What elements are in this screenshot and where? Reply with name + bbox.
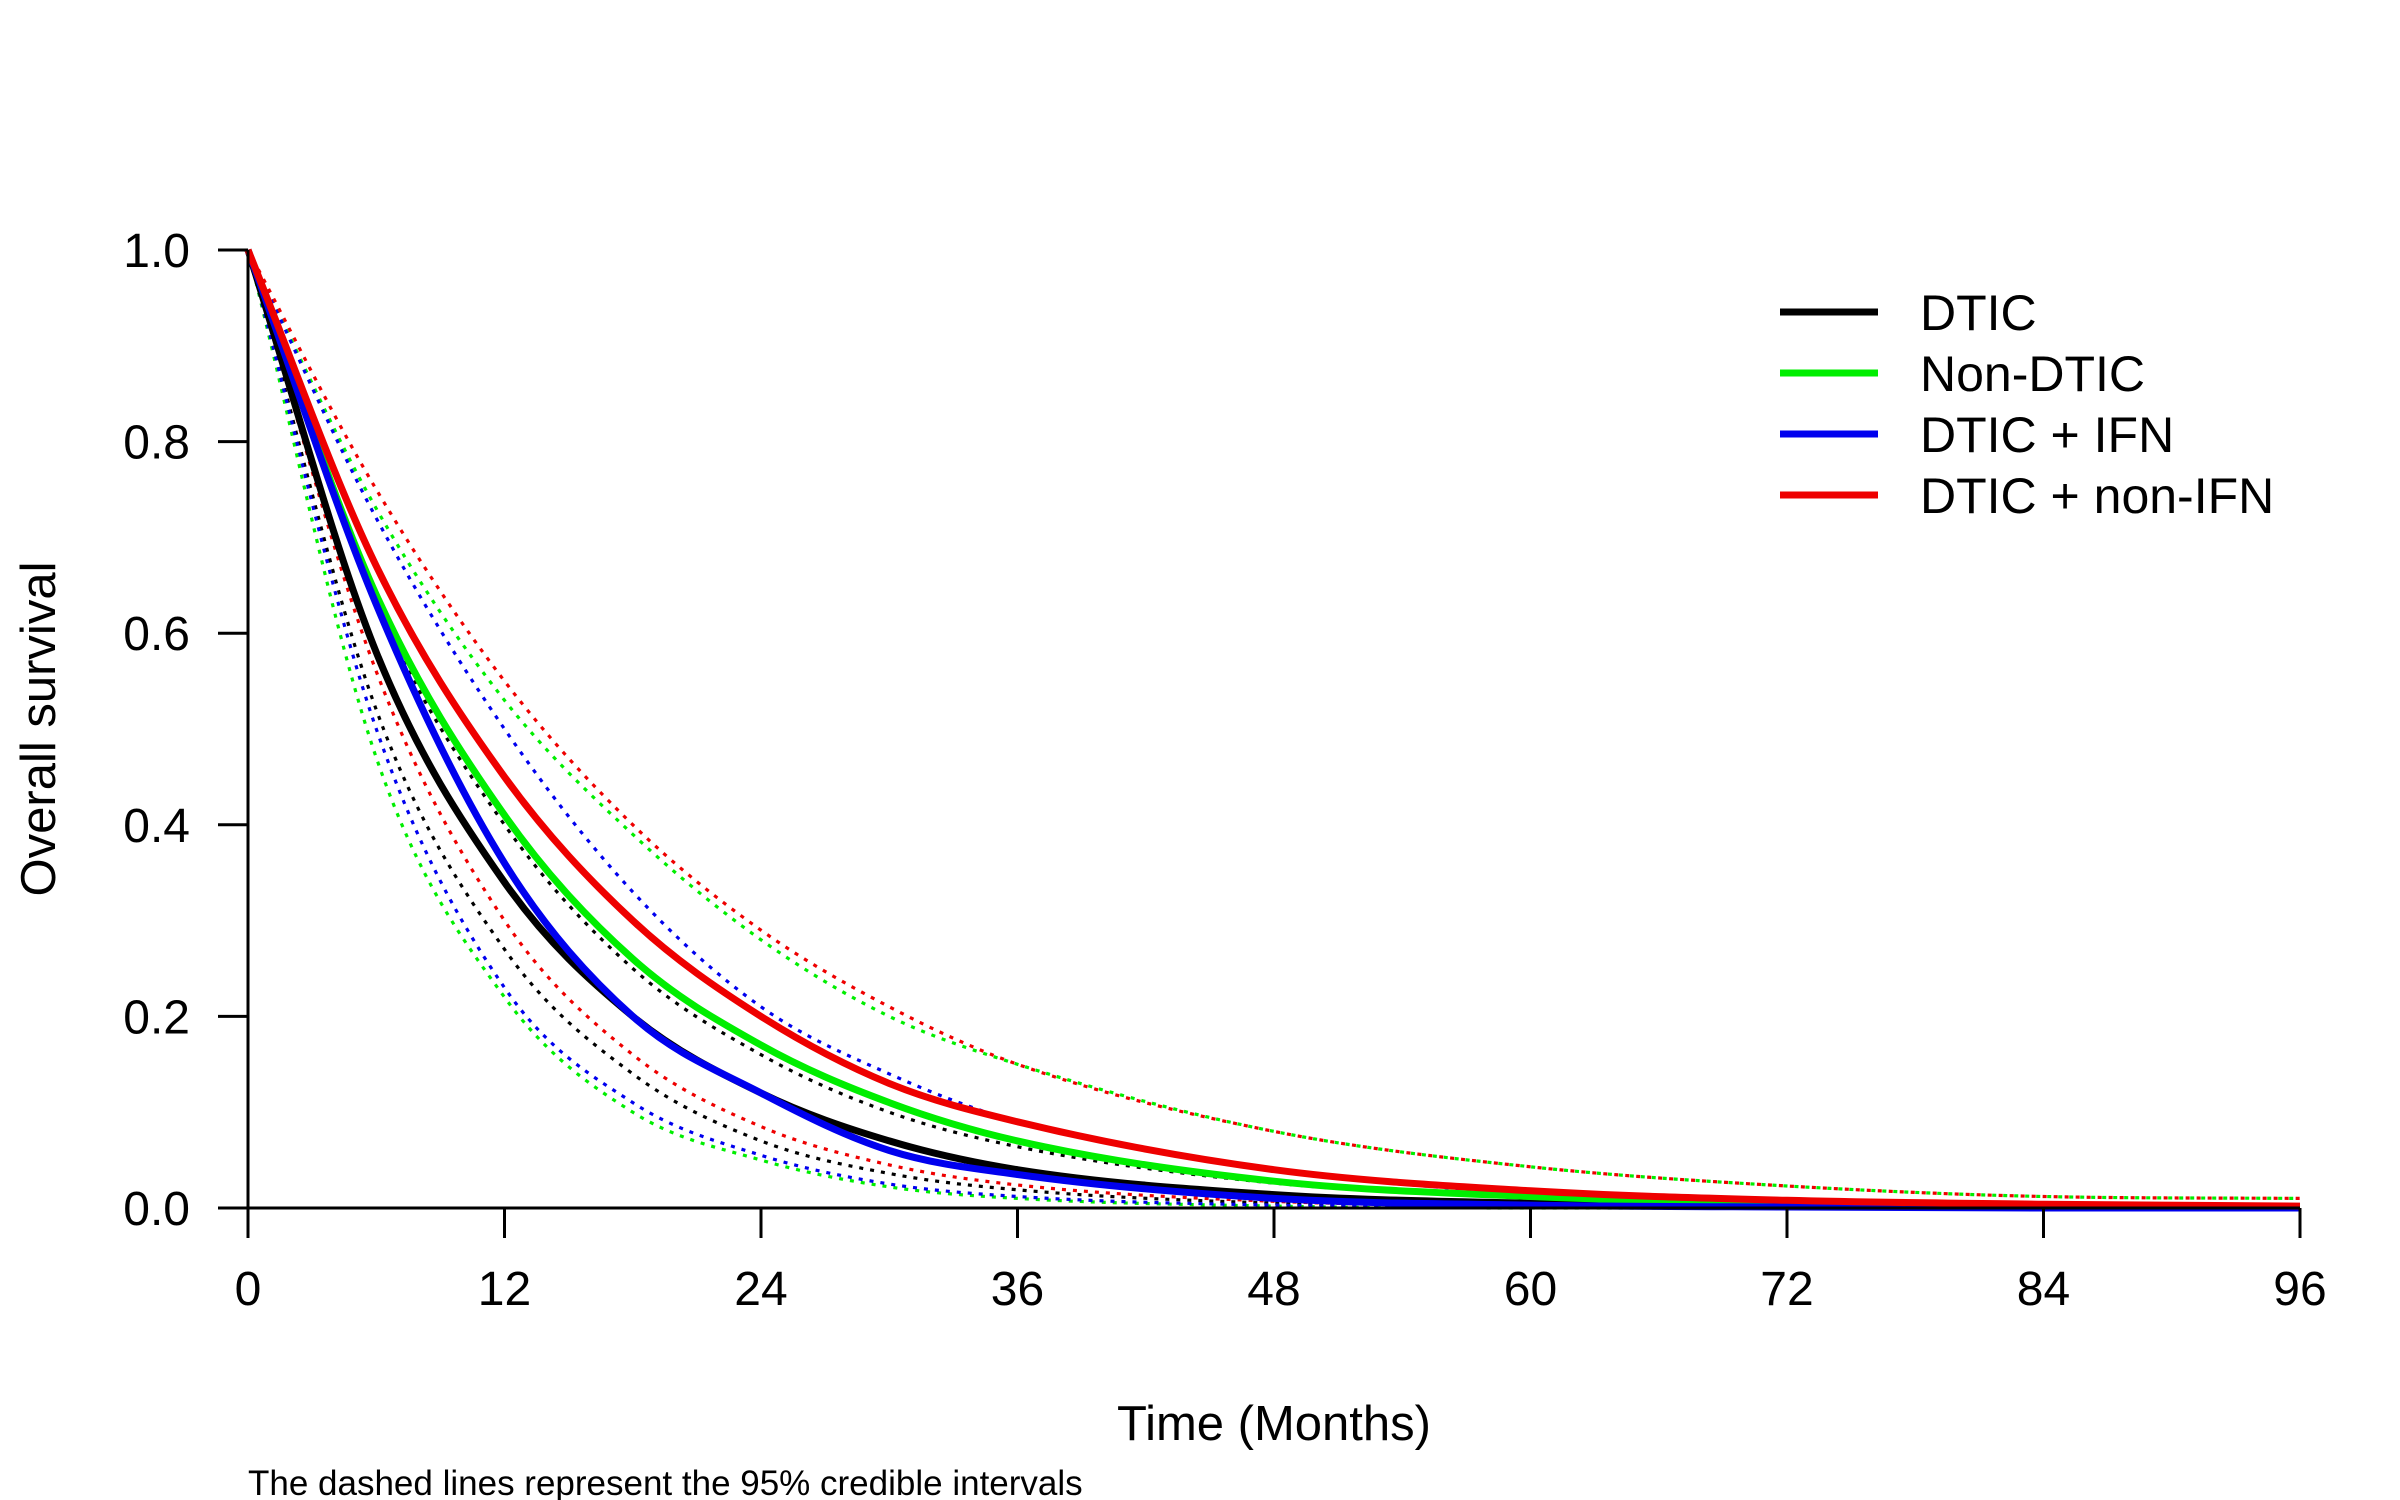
x-tick-label: 12 — [478, 1263, 531, 1316]
x-tick-label: 96 — [2273, 1263, 2326, 1316]
x-tick-label: 24 — [734, 1263, 787, 1316]
legend-label-dtic: DTIC — [1920, 285, 2037, 341]
x-tick-label: 60 — [1504, 1263, 1557, 1316]
y-tick-label: 1.0 — [123, 225, 190, 278]
dtic-ifn-ci-lower-line — [246, 249, 2300, 1210]
dtic-ci-upper-line — [246, 249, 2301, 1209]
axes: 0 12 24 36 48 60 72 84 96 0.0 0.2 0.4 0.6 0.8 1.0 — [123, 225, 2326, 1316]
dtic-non-ifn-ci-lower-line — [246, 249, 2300, 1210]
credible-interval-note: The dashed lines represent the 95% credi… — [248, 1464, 1083, 1500]
y-tick-label: 0.0 — [123, 1183, 190, 1236]
x-tick-label: 36 — [991, 1263, 1044, 1316]
x-tick-label: 0 — [235, 1263, 262, 1316]
x-tick-label: 72 — [1760, 1263, 1813, 1316]
legend-label-non-dtic: Non-DTIC — [1920, 346, 2145, 402]
y-tick-label: 0.4 — [123, 800, 190, 853]
y-tick-label: 0.6 — [123, 608, 190, 661]
dtic-non-ifn-curve — [244, 248, 2301, 1210]
x-tick-label: 48 — [1247, 1263, 1300, 1316]
y-axis-label: Overall survival — [12, 562, 66, 897]
y-tick-label: 0.2 — [123, 991, 190, 1044]
legend-label-dtic-non-ifn: DTIC + non-IFN — [1920, 468, 2274, 524]
x-axis-label: Time (Months) — [1117, 1397, 1431, 1451]
x-tick-label: 84 — [2017, 1263, 2070, 1316]
legend-label-dtic-ifn: DTIC + IFN — [1920, 407, 2174, 463]
y-tick-label: 0.8 — [123, 417, 190, 470]
